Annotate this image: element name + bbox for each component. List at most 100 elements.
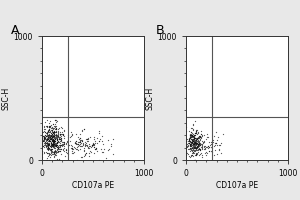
Point: [52, 131, 56, 134]
Point: [61, 132, 65, 135]
Point: [194, 132, 199, 135]
Point: [193, 132, 198, 135]
Point: [88, 144, 92, 147]
Point: [55, 128, 60, 131]
Y-axis label: SSC-H: SSC-H: [2, 86, 11, 110]
Point: [74, 133, 78, 136]
Point: [52, 142, 56, 145]
Point: [200, 134, 205, 137]
Point: [196, 148, 200, 151]
Point: [56, 140, 61, 143]
Point: [64, 143, 68, 146]
Point: [212, 135, 217, 138]
Point: [194, 137, 199, 141]
Point: [51, 144, 56, 147]
Point: [185, 145, 190, 148]
Point: [50, 140, 55, 144]
Point: [93, 148, 98, 151]
Point: [52, 139, 56, 143]
Point: [47, 135, 52, 138]
Point: [190, 123, 195, 126]
Point: [58, 136, 63, 139]
Point: [40, 143, 44, 146]
Point: [53, 131, 58, 134]
Point: [58, 147, 63, 151]
Point: [78, 132, 83, 136]
Point: [50, 139, 55, 142]
Point: [53, 143, 58, 146]
Point: [49, 144, 54, 147]
Point: [41, 139, 46, 142]
Point: [55, 138, 59, 141]
Point: [47, 130, 52, 133]
Point: [42, 127, 47, 130]
Point: [196, 142, 200, 145]
Point: [79, 145, 84, 148]
Point: [193, 139, 197, 143]
Point: [48, 119, 52, 123]
Point: [190, 141, 194, 145]
Point: [47, 128, 52, 131]
Point: [43, 136, 48, 139]
Point: [65, 152, 70, 155]
Point: [54, 143, 59, 146]
Point: [48, 144, 53, 147]
Point: [53, 136, 58, 140]
Point: [40, 131, 44, 134]
Point: [55, 149, 60, 152]
Point: [45, 143, 50, 147]
Point: [42, 136, 47, 139]
Point: [196, 141, 201, 144]
Point: [207, 145, 212, 149]
Point: [49, 141, 53, 144]
Point: [189, 140, 194, 143]
Point: [91, 144, 96, 147]
Point: [83, 142, 88, 145]
Point: [70, 133, 74, 136]
Point: [194, 128, 199, 131]
Point: [83, 144, 88, 147]
Point: [58, 132, 63, 135]
Point: [203, 146, 208, 149]
Point: [97, 139, 102, 143]
Point: [73, 140, 77, 144]
Point: [40, 156, 44, 159]
Point: [196, 141, 201, 144]
Point: [44, 134, 49, 137]
Point: [54, 147, 59, 150]
Point: [194, 146, 199, 149]
Point: [50, 138, 54, 141]
Point: [53, 153, 58, 156]
Point: [55, 135, 60, 138]
Point: [192, 149, 197, 153]
Point: [193, 143, 198, 146]
Point: [50, 142, 55, 145]
Point: [78, 139, 83, 142]
Point: [84, 139, 89, 143]
Point: [188, 143, 193, 146]
Point: [50, 134, 55, 138]
Point: [190, 149, 195, 153]
Point: [58, 149, 63, 152]
Point: [54, 128, 58, 131]
Point: [50, 125, 54, 128]
Point: [190, 135, 195, 138]
Point: [48, 139, 52, 142]
Point: [196, 140, 201, 144]
Point: [185, 152, 190, 155]
Point: [63, 148, 68, 151]
Point: [194, 141, 199, 144]
Point: [54, 138, 59, 142]
Point: [184, 126, 188, 129]
Point: [52, 136, 56, 139]
Point: [57, 145, 62, 148]
Point: [54, 121, 59, 124]
Point: [80, 155, 84, 158]
Point: [196, 144, 200, 147]
Point: [194, 146, 199, 149]
Point: [94, 137, 99, 140]
Point: [209, 143, 214, 146]
Point: [50, 143, 55, 146]
Point: [186, 141, 191, 144]
Point: [51, 138, 56, 141]
